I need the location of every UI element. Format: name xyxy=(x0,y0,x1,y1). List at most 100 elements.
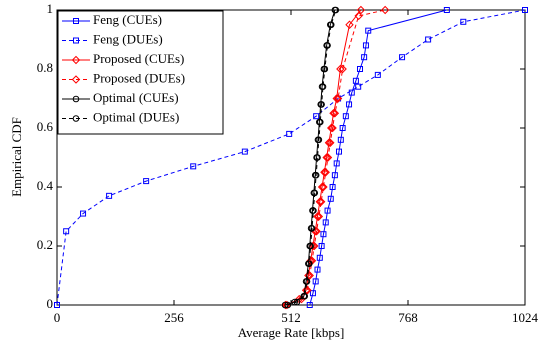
data-point xyxy=(190,163,197,170)
data-point xyxy=(330,109,340,118)
x-tick-label: 256 xyxy=(164,310,184,325)
data-point xyxy=(329,184,336,190)
data-point xyxy=(313,113,320,120)
legend-label: Optimal (DUEs) xyxy=(93,109,179,124)
data-point xyxy=(319,182,328,192)
data-point xyxy=(54,302,60,308)
data-point xyxy=(327,195,334,202)
data-point xyxy=(323,153,333,162)
data-point xyxy=(316,197,326,206)
data-point xyxy=(319,83,327,90)
data-point xyxy=(321,65,329,73)
data-point xyxy=(327,123,336,133)
data-point xyxy=(332,6,340,14)
series-line xyxy=(56,9,526,306)
data-point xyxy=(324,42,331,49)
data-point xyxy=(348,89,355,96)
x-axis-label: Average Rate [kbps] xyxy=(238,325,345,340)
series-line xyxy=(284,9,336,306)
series-line xyxy=(286,9,362,306)
data-point xyxy=(241,148,248,155)
data-point xyxy=(310,207,317,214)
data-point xyxy=(318,243,325,249)
data-point xyxy=(342,113,349,120)
data-point xyxy=(303,278,311,285)
data-point xyxy=(315,136,323,144)
data-point xyxy=(313,212,322,221)
data-point xyxy=(361,54,368,61)
data-point xyxy=(315,197,325,206)
data-point xyxy=(329,109,338,118)
data-point xyxy=(345,20,354,29)
x-tick-label: 0 xyxy=(54,310,61,325)
data-point xyxy=(317,182,327,192)
data-point xyxy=(309,290,316,297)
data-point xyxy=(143,178,150,185)
legend-label: Proposed (CUEs) xyxy=(93,51,184,66)
legend-marker xyxy=(73,37,79,44)
data-point xyxy=(316,254,323,261)
data-point xyxy=(355,83,362,90)
data-point xyxy=(322,219,329,226)
data-point xyxy=(321,168,330,177)
data-point xyxy=(374,71,381,78)
data-point xyxy=(106,192,113,199)
legend-marker xyxy=(72,95,80,103)
data-point xyxy=(80,210,87,217)
data-point xyxy=(320,168,329,177)
data-point xyxy=(522,7,528,13)
legend-marker xyxy=(73,18,79,24)
legend-marker xyxy=(71,55,81,65)
data-point xyxy=(338,64,347,74)
data-point xyxy=(297,294,306,304)
data-point xyxy=(328,123,337,133)
series-line xyxy=(287,9,337,306)
data-point xyxy=(354,11,363,21)
x-tick-label: 1024 xyxy=(512,310,539,325)
legend-box xyxy=(57,10,224,135)
legend-marker xyxy=(71,75,81,84)
data-point xyxy=(365,27,372,34)
y-tick-label: 0.4 xyxy=(37,178,54,193)
data-point xyxy=(305,260,313,268)
data-point xyxy=(335,148,342,155)
data-point xyxy=(312,278,319,285)
data-point xyxy=(332,94,341,103)
data-point xyxy=(314,266,321,273)
data-point xyxy=(324,207,331,214)
data-point xyxy=(443,7,450,13)
data-point xyxy=(346,101,353,108)
data-point xyxy=(308,225,316,232)
series-line xyxy=(285,9,386,306)
data-point xyxy=(320,231,327,238)
data-point xyxy=(356,5,366,15)
y-tick-label: 0.8 xyxy=(37,60,53,75)
x-tick-label: 768 xyxy=(398,310,418,325)
data-point xyxy=(293,298,301,306)
legend-label: Optimal (CUEs) xyxy=(93,90,179,105)
data-point xyxy=(362,42,369,49)
data-point xyxy=(460,18,467,25)
data-point xyxy=(307,242,314,250)
data-point xyxy=(425,36,432,43)
data-point xyxy=(301,292,309,300)
data-point xyxy=(337,136,344,143)
data-point xyxy=(311,189,319,197)
data-point xyxy=(316,118,324,126)
data-point xyxy=(331,172,338,179)
data-point xyxy=(333,94,343,103)
data-point xyxy=(357,66,364,72)
legend-label: Feng (DUEs) xyxy=(93,31,163,46)
data-point xyxy=(324,138,334,147)
data-point xyxy=(380,5,390,15)
data-point xyxy=(339,125,346,131)
legend-marker xyxy=(72,115,80,122)
data-point xyxy=(333,160,340,167)
data-point xyxy=(286,130,293,137)
legend-label: Proposed (DUEs) xyxy=(93,70,185,85)
data-point xyxy=(284,301,292,309)
data-point xyxy=(322,153,331,162)
data-point xyxy=(352,77,359,84)
y-tick-label: 1 xyxy=(47,1,54,16)
